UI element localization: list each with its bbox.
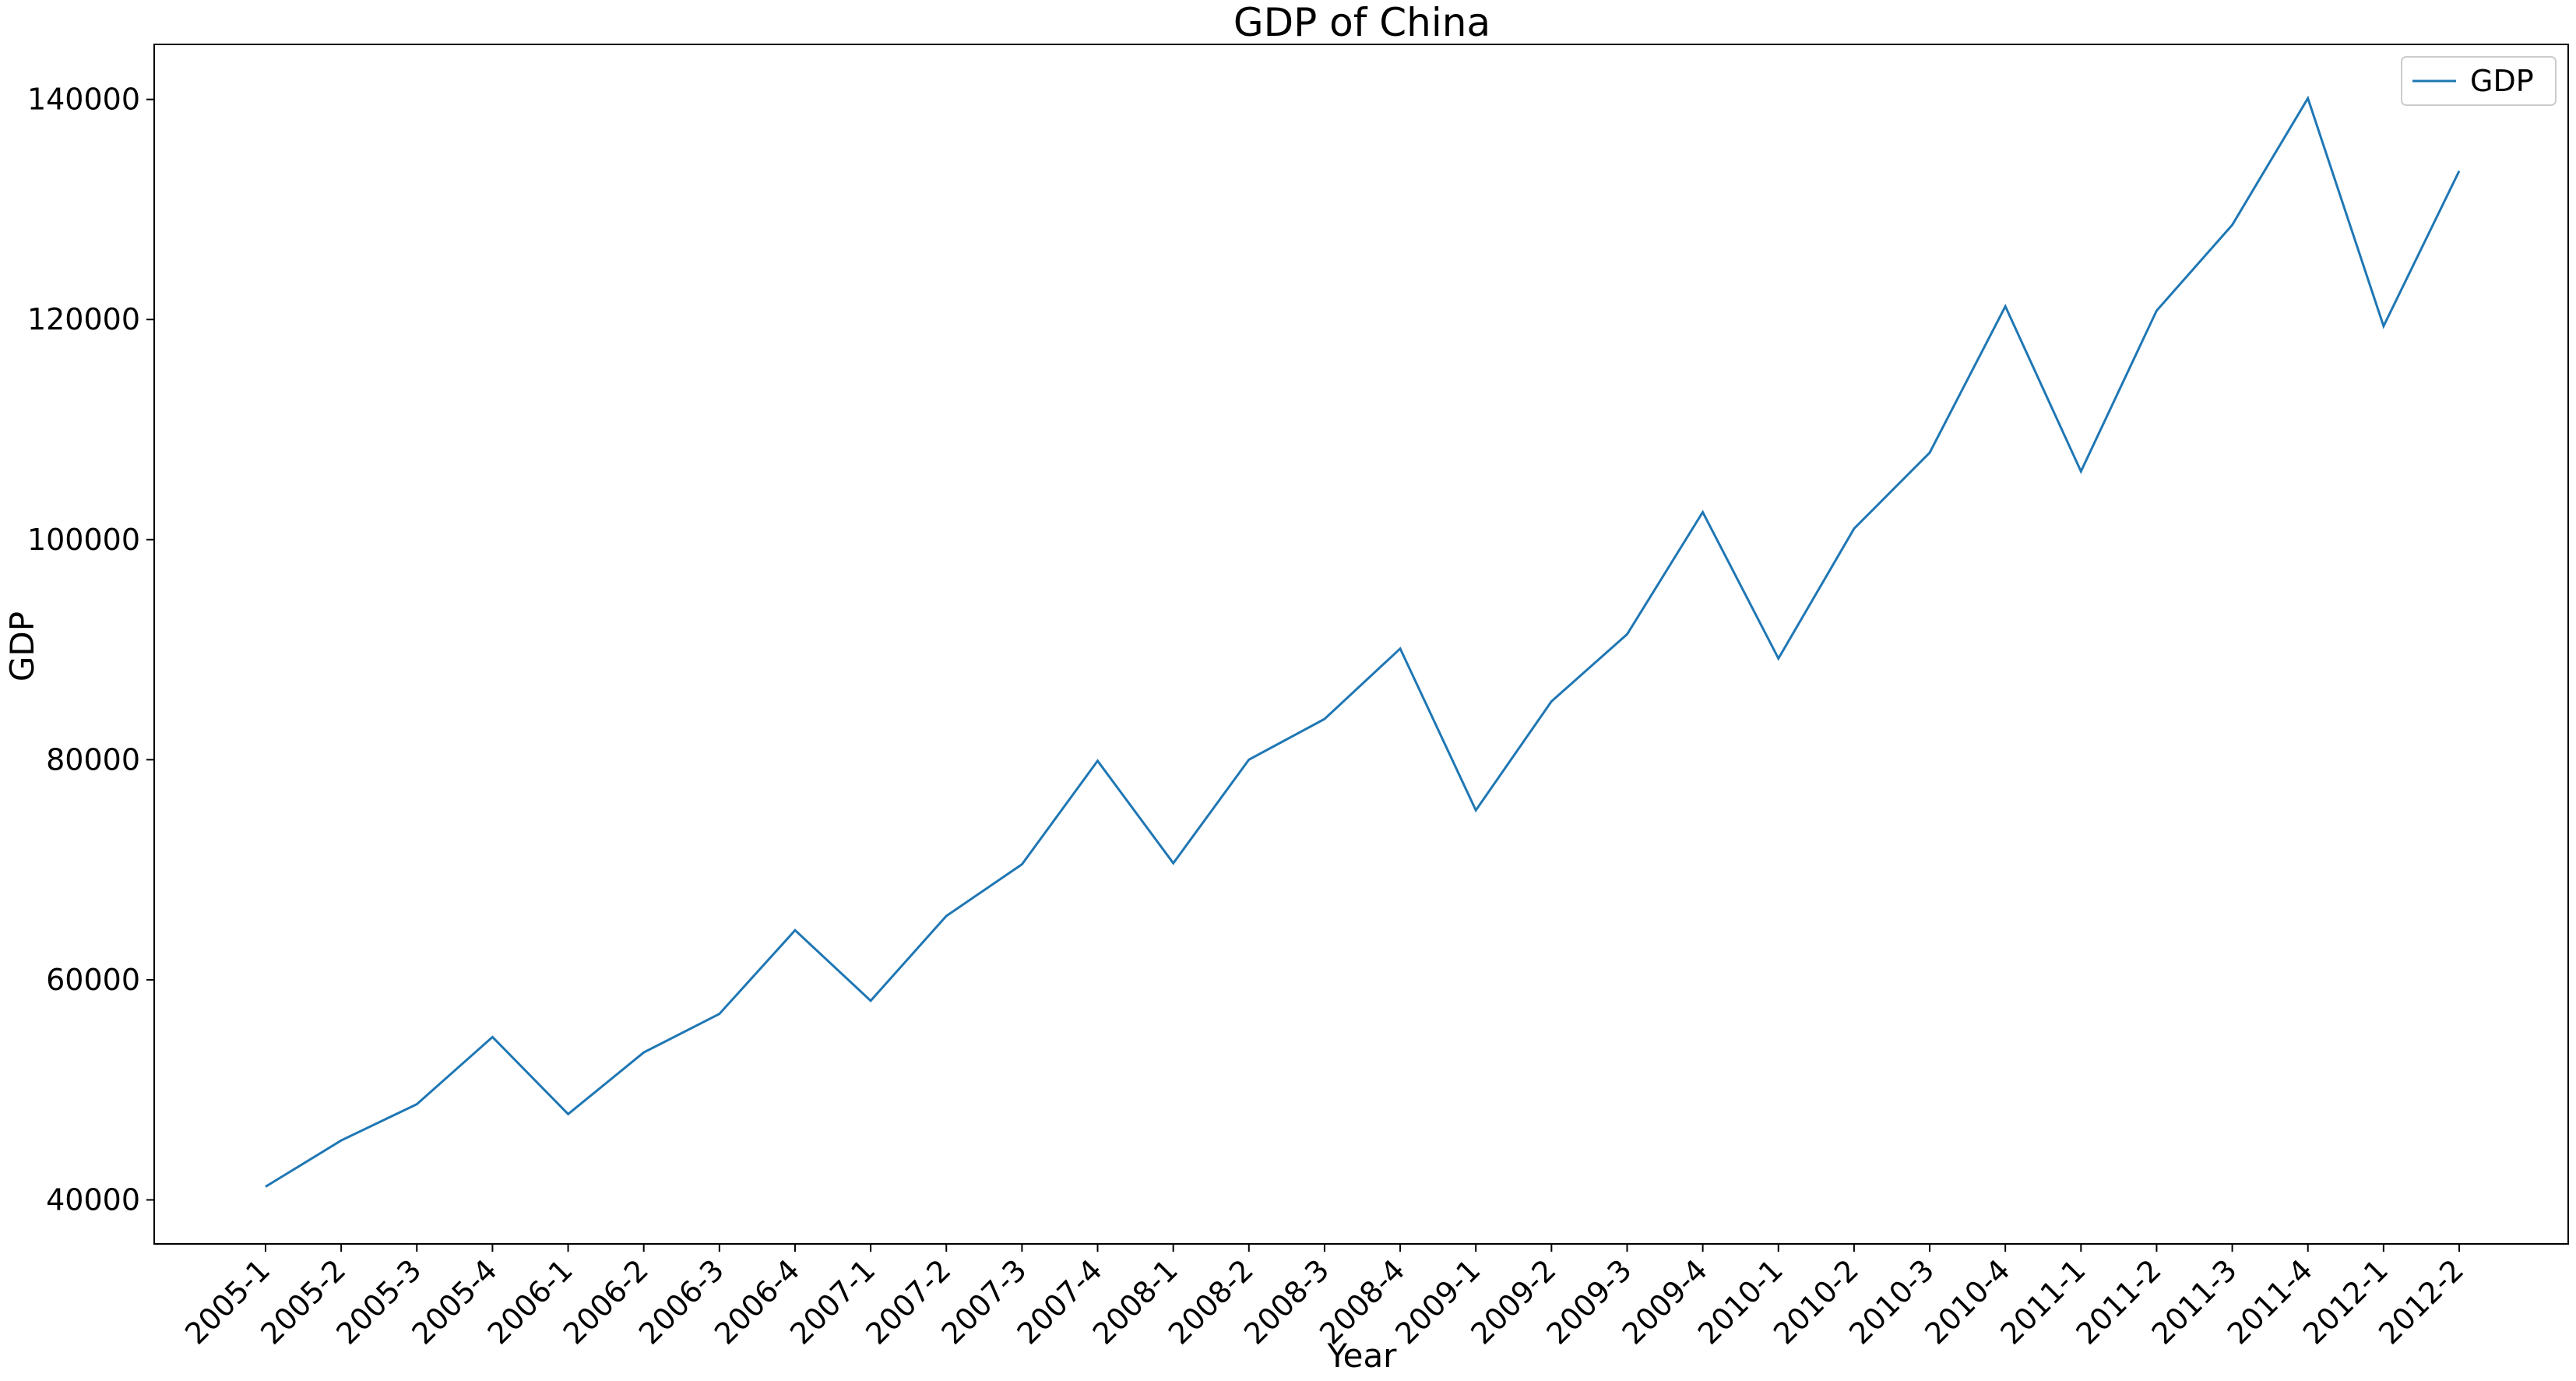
series-line-gdp	[265, 95, 2461, 1188]
x-axis-label: Year	[1327, 1337, 1398, 1375]
x-tick-label: 2006-3	[632, 1252, 730, 1351]
x-tick-label: 2005-2	[254, 1252, 352, 1351]
x-tick-label: 2007-3	[934, 1252, 1033, 1351]
x-tick-label: 2005-4	[405, 1252, 503, 1351]
x-tick-label: 2008-3	[1237, 1252, 1336, 1351]
x-tick-label: 2009-2	[1464, 1252, 1562, 1351]
x-tick-label: 2007-1	[783, 1252, 882, 1351]
x-tick-label: 2012-2	[2372, 1252, 2470, 1351]
x-tick-label: 2010-2	[1767, 1252, 1865, 1351]
y-tick-label: 140000	[27, 83, 140, 117]
x-tick-label: 2006-1	[481, 1252, 579, 1351]
y-axis-label: GDP	[3, 611, 41, 682]
y-tick-label: 60000	[46, 963, 140, 997]
legend-label: GDP	[2470, 64, 2534, 98]
x-tick-label: 2006-4	[708, 1252, 806, 1351]
x-tick-label: 2010-3	[1842, 1252, 1941, 1351]
x-tick-label: 2009-4	[1616, 1252, 1714, 1351]
y-tick-label: 40000	[46, 1182, 140, 1217]
x-tick-label: 2010-4	[1918, 1252, 2016, 1351]
y-axis: 40000 60000 80000 100000 120000 140000	[27, 83, 154, 1217]
legend: GDP	[2401, 56, 2557, 106]
x-tick-label: 2009-1	[1388, 1252, 1487, 1351]
x-tick-label: 2009-3	[1540, 1252, 1638, 1351]
x-tick-label: 2010-1	[1691, 1252, 1789, 1351]
x-tick-label: 2012-1	[2296, 1252, 2395, 1351]
x-tick-label: 2008-2	[1162, 1252, 1260, 1351]
plot-frame	[153, 44, 2569, 1245]
x-tick-label: 2006-2	[557, 1252, 655, 1351]
x-tick-label: 2011-3	[2145, 1252, 2243, 1351]
x-axis: 2005-12005-22005-32005-42006-12006-22006…	[178, 1244, 2470, 1351]
series-layer	[265, 95, 2461, 1188]
x-tick-label: 2011-4	[2221, 1252, 2319, 1351]
x-tick-label: 2011-1	[1994, 1252, 2092, 1351]
legend-box	[2401, 56, 2557, 106]
x-tick-label: 2007-2	[859, 1252, 957, 1351]
x-tick-label: 2011-2	[2070, 1252, 2168, 1351]
x-tick-label: 2005-1	[178, 1252, 276, 1351]
y-tick-label: 80000	[46, 742, 140, 777]
chart-title: GDP of China	[1233, 0, 1490, 45]
x-tick-label: 2008-1	[1086, 1252, 1184, 1351]
y-tick-label: 120000	[27, 302, 140, 336]
y-tick-label: 100000	[27, 523, 140, 557]
x-tick-label: 2005-3	[329, 1252, 428, 1351]
x-tick-label: 2007-4	[1011, 1252, 1109, 1351]
